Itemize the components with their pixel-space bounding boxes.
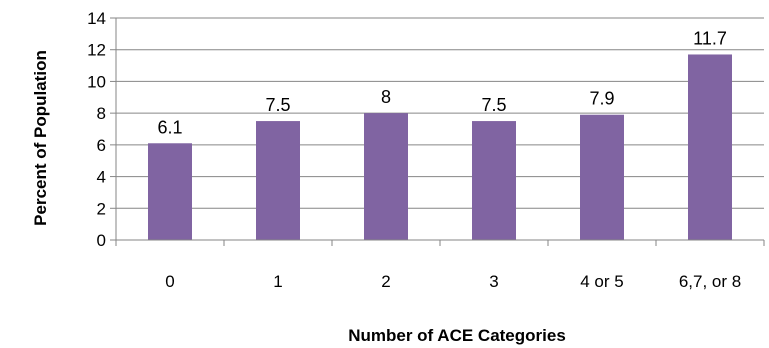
y-tick-label: 14 xyxy=(87,9,106,28)
data-label: 7.5 xyxy=(265,95,290,115)
data-label: 7.9 xyxy=(589,89,614,109)
bar xyxy=(580,114,624,240)
x-axis-title: Number of ACE Categories xyxy=(348,326,566,345)
y-tick-label: 6 xyxy=(97,136,106,155)
x-tick-label: 3 xyxy=(489,272,498,291)
bars xyxy=(148,54,732,240)
bar xyxy=(364,113,408,240)
data-labels: 6.1 7.5 8 7.5 7.9 11.7 xyxy=(157,28,726,137)
y-tick-label: 0 xyxy=(97,231,106,250)
x-tick-label: 0 xyxy=(165,272,174,291)
data-label: 7.5 xyxy=(481,95,506,115)
y-tick-label: 10 xyxy=(87,72,106,91)
x-tick-label: 6,7, or 8 xyxy=(679,272,741,291)
bar xyxy=(472,121,516,240)
y-tick-label: 4 xyxy=(97,168,106,187)
data-label: 6.1 xyxy=(157,117,182,137)
y-tick-labels: 0 2 4 6 8 10 12 14 xyxy=(87,9,106,250)
data-label: 8 xyxy=(381,87,391,107)
data-label: 11.7 xyxy=(693,28,727,48)
y-tick-label: 2 xyxy=(97,199,106,218)
y-tick-label: 12 xyxy=(87,41,106,60)
bar xyxy=(256,121,300,240)
y-axis-title: Percent of Population xyxy=(31,50,50,226)
x-tick-labels: 0 1 2 3 4 or 5 6,7, or 8 xyxy=(165,272,741,291)
x-tick-label: 2 xyxy=(381,272,390,291)
y-tick-label: 8 xyxy=(97,104,106,123)
x-tick-label: 4 or 5 xyxy=(580,272,623,291)
bar xyxy=(148,143,192,240)
axes xyxy=(110,17,765,246)
bar xyxy=(688,54,732,240)
gridlines xyxy=(116,17,764,209)
x-tick-label: 1 xyxy=(273,272,282,291)
